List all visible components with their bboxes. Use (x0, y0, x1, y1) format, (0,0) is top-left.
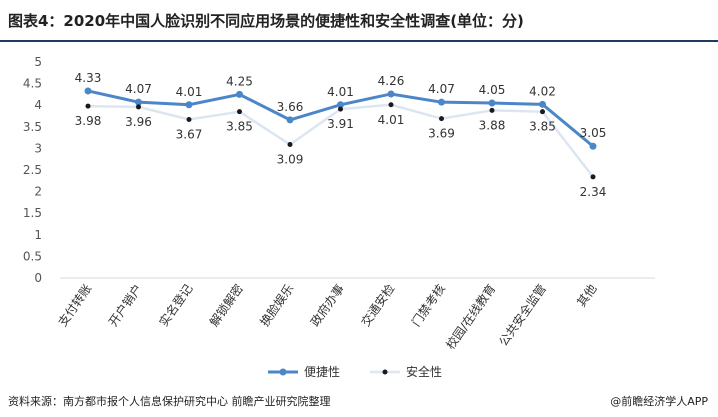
safety-point (338, 106, 343, 112)
y-tick-label: 0 (34, 271, 42, 285)
credit-note: @前瞻经济学人APP (610, 395, 708, 408)
safety-data-label: 3.09 (277, 153, 304, 167)
y-tick-label: 3 (34, 141, 42, 155)
x-category-label: 其他 (574, 282, 599, 310)
safety-point (85, 103, 91, 109)
y-axis: 0 0.5 1 1.5 2 2.5 3 3.5 4 4.5 5 (23, 55, 42, 285)
x-category-label: 换脸娱乐 (257, 282, 296, 329)
convenience-point (84, 87, 92, 95)
y-tick-label: 1.5 (23, 206, 42, 220)
y-tick-label: 4 (34, 98, 42, 112)
x-category-label: 门禁考核 (408, 281, 448, 329)
safety-data-label: 3.85 (529, 120, 556, 134)
safety-data-label: 3.91 (327, 117, 354, 131)
x-category-label: 支付转账 (55, 281, 95, 329)
safety-point (489, 107, 495, 113)
convenience-data-label: 4.26 (378, 74, 405, 88)
y-tick-label: 2.5 (23, 163, 42, 177)
source-note: 资料来源：南方都市报个人信息保护研究中心 前瞻产业研究院整理 (8, 395, 331, 408)
safety-data-label: 3.69 (428, 127, 455, 141)
safety-point (540, 109, 545, 115)
safety-point (388, 102, 394, 108)
y-tick-label: 1 (34, 228, 42, 242)
convenience-data-label: 3.05 (580, 126, 607, 140)
convenience-data-label: 4.07 (125, 82, 152, 96)
x-category-label: 交通安检 (358, 281, 398, 329)
safety-data-label: 3.98 (75, 114, 102, 128)
chart-title: 图表4：2020年中国人脸识别不同应用场景的便捷性和安全性调查(单位：分) (8, 12, 524, 30)
safety-point (287, 142, 293, 148)
legend-safety-label: 安全性 (406, 364, 442, 379)
convenience-point (539, 100, 546, 108)
convenience-point (589, 142, 597, 150)
x-category-label: 政府办事 (307, 281, 347, 329)
safety-point (136, 104, 141, 110)
safety-data-label: 3.88 (479, 118, 506, 132)
safety-point (439, 116, 444, 122)
convenience-data-label: 4.01 (327, 85, 354, 99)
x-axis: 支付转账 开户销户 实名登记 解锁解密 换脸娱乐 政府办事 交通安检 门禁考核校园/在线教育公… (55, 277, 655, 352)
y-tick-label: 4.5 (23, 77, 42, 91)
convenience-data-label: 3.66 (277, 100, 304, 114)
safety-data-label: 3.96 (125, 115, 152, 129)
legend-convenience-marker (279, 368, 287, 376)
convenience-point (135, 98, 142, 106)
safety-point (237, 109, 242, 115)
y-tick-label: 3.5 (23, 120, 42, 134)
legend-safety-marker (382, 369, 388, 375)
convenience-data-label: 4.05 (479, 83, 506, 97)
y-tick-label: 5 (34, 55, 42, 69)
safety-point (590, 174, 596, 180)
convenience-data-label: 4.25 (226, 74, 253, 88)
convenience-point (185, 101, 193, 109)
convenience-point (337, 101, 344, 109)
convenience-data-label: 4.33 (75, 71, 102, 85)
safety-data-label: 3.67 (176, 127, 203, 141)
series-safety-line (87, 103, 594, 178)
x-category-label: 开户销户 (105, 281, 145, 329)
safety-data-label: 4.01 (378, 113, 405, 127)
safety-data-label: 2.34 (580, 185, 607, 199)
convenience-point (387, 90, 395, 98)
legend-convenience-label: 便捷性 (304, 365, 340, 379)
series-lines (84, 87, 597, 180)
legend: 便捷性 安全性 (268, 364, 442, 379)
convenience-point (286, 116, 294, 124)
convenience-data-label: 4.07 (428, 82, 455, 96)
convenience-point (236, 90, 243, 98)
convenience-point (488, 99, 496, 107)
convenience-point (438, 98, 445, 106)
title-underline (0, 40, 718, 42)
safety-point (186, 116, 192, 122)
convenience-data-label: 4.01 (176, 85, 203, 99)
safety-data-label: 3.85 (226, 120, 253, 134)
y-tick-label: 2 (34, 185, 42, 199)
data-labels: 4.33 4.07 4.01 4.25 3.66 4.01 4.26 4.07 4.05 4.02… (75, 71, 607, 199)
x-category-label: 公共安全监管 (495, 281, 549, 349)
x-category-label: 解锁解密 (206, 281, 246, 329)
convenience-data-label: 4.02 (529, 84, 556, 98)
x-category-label: 实名登记 (156, 281, 196, 329)
x-category-label: 校园/在线教育 (443, 281, 499, 352)
y-tick-label: 0.5 (23, 249, 42, 263)
